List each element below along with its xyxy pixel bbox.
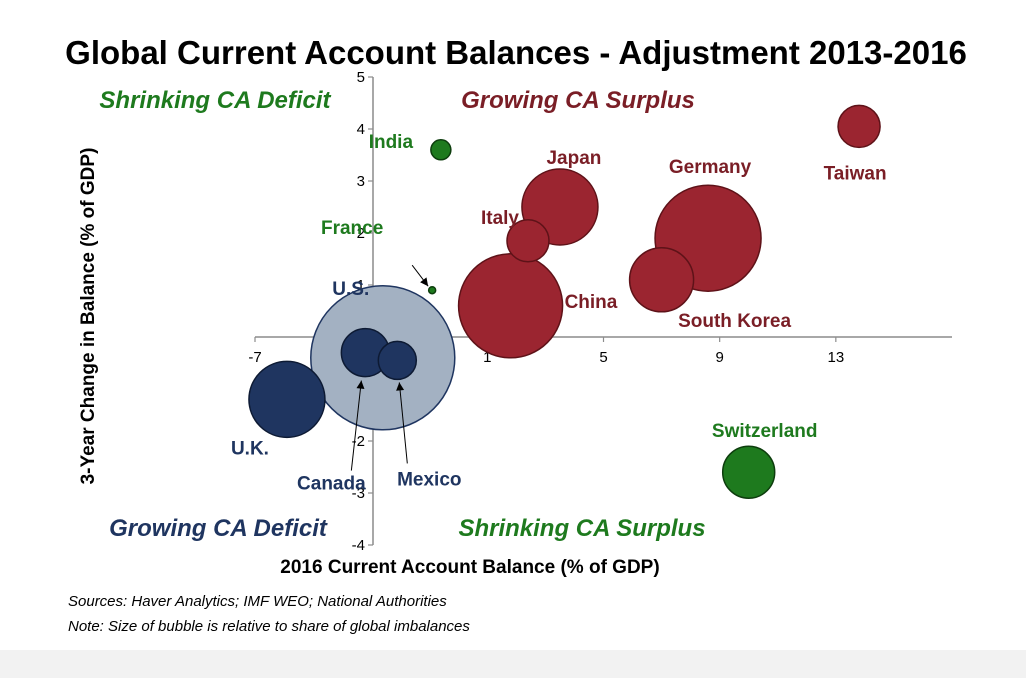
bubble-taiwan — [837, 104, 881, 149]
bubble-mexico — [377, 340, 418, 381]
bubble-italy — [506, 219, 550, 263]
label-switzerland: Switzerland — [712, 421, 818, 442]
mexico-leader-head — [396, 382, 405, 391]
y-tick-label: 3 — [357, 173, 365, 190]
quadrant-label-bottom-right: Shrinking CA Surplus — [458, 515, 705, 542]
label-france: France — [321, 218, 383, 239]
y-tick-label: 2 — [357, 225, 365, 242]
label-mexico: Mexico — [397, 469, 461, 490]
bubble-china — [457, 253, 564, 359]
label-south-korea: South Korea — [678, 311, 791, 332]
leader-lines — [350, 264, 429, 471]
bubble-switzerland — [721, 445, 776, 499]
label-germany: Germany — [669, 157, 752, 178]
y-tick-label: 4 — [357, 121, 365, 138]
bubble-france — [427, 285, 437, 295]
label-taiwan: Taiwan — [824, 163, 887, 184]
mexico-leader-line — [398, 382, 408, 464]
label-u-s: U.S. — [332, 279, 369, 300]
label-japan: Japan — [546, 148, 601, 169]
point-labels: U.S. U.K. Canada Mexico India France Italy Japa… — [231, 132, 887, 495]
y-tick-label: -3 — [352, 485, 365, 502]
x-tick-label: -7 — [248, 349, 261, 366]
label-canada: Canada — [297, 474, 366, 495]
bubble-u-k — [248, 360, 326, 439]
y-tick-label: 1 — [357, 277, 365, 294]
bubbles — [248, 104, 881, 499]
bubble-south-korea — [628, 247, 695, 313]
france-leader-head — [420, 277, 429, 287]
label-india: India — [369, 132, 414, 153]
quadrant-label-top-left: Shrinking CA Deficit — [99, 87, 331, 114]
y-axis-title: 3-Year Change in Balance (% of GDP) — [78, 148, 99, 485]
y-tick-label: 5 — [357, 69, 365, 86]
quadrant-label-bottom-left: Growing CA Deficit — [109, 515, 328, 542]
sources-footnote: Sources: Haver Analytics; IMF WEO; Natio… — [68, 593, 447, 610]
label-u-k: U.K. — [231, 438, 269, 459]
footer-band — [0, 650, 1026, 678]
x-axis-title: 2016 Current Account Balance (% of GDP) — [280, 557, 659, 578]
chart-title: Global Current Account Balances - Adjust… — [65, 34, 967, 71]
x-tick-label: 1 — [483, 349, 491, 366]
size-note-footnote: Note: Size of bubble is relative to shar… — [68, 618, 470, 635]
label-china: China — [565, 292, 618, 313]
x-tick-label: 13 — [827, 349, 844, 366]
x-tick-label: 9 — [715, 349, 723, 366]
canada-leader-head — [356, 380, 365, 389]
label-italy: Italy — [481, 208, 519, 229]
quadrant-label-top-right: Growing CA Surplus — [461, 87, 695, 114]
bubble-india — [430, 139, 452, 161]
x-tick-label: 5 — [599, 349, 607, 366]
canada-leader-line — [350, 380, 362, 471]
y-tick-label: -4 — [352, 537, 365, 554]
